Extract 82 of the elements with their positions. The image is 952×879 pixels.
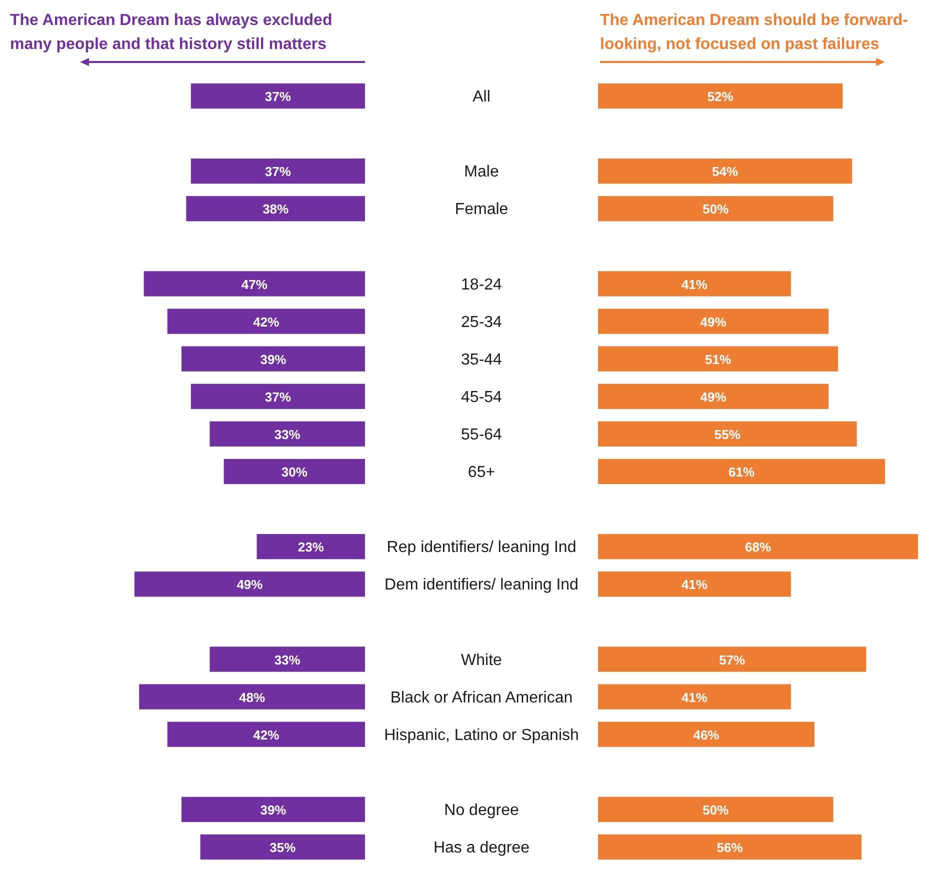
data-label: 54% (712, 164, 739, 180)
data-label: 51% (704, 352, 732, 367)
data-label: 49% (700, 314, 727, 330)
data-label: 57% (719, 652, 746, 668)
bar (598, 572, 791, 597)
bar (167, 722, 365, 747)
data-label: 33% (274, 652, 301, 668)
data-label: 35% (270, 840, 296, 855)
y-tick-label: Dem identifiers/ leaning Ind (384, 576, 578, 594)
data-label: 46% (693, 727, 720, 742)
data-label: 37% (264, 164, 292, 180)
y-tick-label: Has a degree (433, 840, 530, 856)
bar (256, 534, 365, 560)
bar (139, 684, 365, 710)
data-label: 38% (262, 202, 290, 217)
data-label: 55% (714, 426, 741, 442)
y-tick-label: All (472, 88, 490, 106)
data-label: 41% (681, 690, 708, 705)
bar (190, 83, 365, 109)
y-tick-label: White (461, 652, 502, 669)
data-label: 41% (681, 276, 708, 292)
bar (598, 346, 838, 372)
data-label: 56% (716, 840, 744, 855)
data-label: 39% (260, 802, 287, 818)
y-tick-label: 18-24 (461, 276, 502, 294)
bar (210, 646, 365, 672)
data-label: 48% (239, 690, 266, 705)
bar (167, 308, 365, 334)
bar (598, 271, 791, 296)
data-label: 37% (264, 389, 292, 404)
bar (134, 572, 365, 597)
data-label: 41% (681, 577, 708, 592)
bar (144, 271, 365, 296)
data-label: 37% (264, 89, 292, 104)
chart-title: The American Dream should be forward-looking, not focused on past failures (600, 12, 908, 53)
data-label: 50% (702, 802, 730, 818)
bar (210, 421, 365, 447)
bar (598, 834, 862, 860)
bar (598, 458, 886, 484)
data-label: 61% (728, 464, 755, 480)
bar (190, 158, 365, 184)
data-label: 33% (274, 426, 301, 442)
y-tick-label: No degree (444, 802, 519, 819)
bar (598, 722, 814, 747)
y-tick-label: 65+ (468, 464, 496, 481)
bar (186, 196, 365, 222)
bar (598, 684, 791, 710)
bar (598, 421, 857, 447)
y-tick-label: Male (464, 164, 499, 181)
bar (181, 346, 365, 372)
bar (598, 308, 829, 334)
data-label: 23% (298, 540, 324, 555)
y-tick-label: Rep identifiers/ leaning Ind (386, 539, 576, 556)
bar (598, 796, 834, 822)
data-label: 49% (236, 577, 264, 592)
y-tick-label: Female (454, 201, 508, 218)
bar (224, 458, 365, 484)
data-label: 42% (253, 314, 280, 330)
y-tick-label: 25-34 (461, 314, 502, 331)
bar (181, 796, 365, 822)
bar (190, 384, 365, 409)
data-label: 49% (700, 389, 727, 404)
bar (598, 384, 829, 409)
data-label: 47% (241, 276, 268, 292)
y-tick-label: 45-54 (461, 388, 502, 406)
data-label: 50% (702, 202, 730, 217)
data-label: 30% (281, 464, 308, 480)
data-label: 52% (707, 89, 734, 104)
y-tick-label: 35-44 (461, 351, 502, 368)
data-label: 42% (253, 727, 280, 742)
y-tick-label: Hispanic, Latino or Spanish (384, 726, 579, 744)
y-tick-label: Black or African American (390, 689, 573, 706)
data-label: 39% (260, 352, 287, 367)
bar (598, 158, 852, 184)
bar (200, 834, 365, 860)
bar (598, 196, 834, 222)
bar (598, 534, 918, 560)
bar (598, 83, 843, 109)
bar (598, 646, 866, 672)
chart-title: The American Dream has always excluded many people and that history still matters (10, 12, 332, 53)
data-label: 68% (744, 540, 772, 555)
y-tick-label: 55-64 (461, 426, 502, 444)
